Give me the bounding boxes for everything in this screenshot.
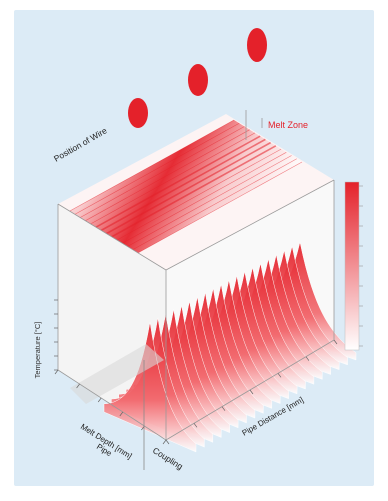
melt-zone-contours <box>67 119 303 255</box>
melt-zone-contour <box>88 132 256 226</box>
z-axis-tick <box>165 439 170 445</box>
melt-zone-contour <box>98 138 266 233</box>
melt-zone-contour <box>93 135 261 229</box>
z-axis-tick <box>249 389 254 395</box>
x-axis-tick <box>54 369 59 375</box>
z-axis-tick <box>333 339 338 345</box>
melt-zone-band <box>68 120 302 254</box>
melt-zone-contour <box>83 129 250 222</box>
melt-zone-contour <box>104 141 272 236</box>
z-axis-tick <box>221 406 226 411</box>
colorbar-scale <box>344 181 360 351</box>
melt-zone-contour <box>114 148 282 242</box>
colorbar-ticks <box>359 185 363 347</box>
melt-zone-contour <box>135 161 303 255</box>
wire-marker-1 <box>128 98 148 128</box>
melt-zone-markers <box>245 110 263 140</box>
melt-zone-contour <box>120 152 287 245</box>
melt-zone-contour <box>130 158 297 252</box>
melt-zone-contour <box>109 145 277 239</box>
y-axis-ticks <box>54 299 58 371</box>
wire-markers <box>128 28 267 128</box>
melt-zone-contour <box>73 122 240 216</box>
melt-zone-label: Melt Zone <box>268 120 308 130</box>
wire-marker-3 <box>247 28 267 62</box>
x-axis-tick <box>162 439 167 445</box>
temperature-surface <box>70 241 357 453</box>
z-axis-tick <box>277 373 282 378</box>
y-axis-title: Temperature [°C] <box>33 322 42 379</box>
z-axis-tick <box>193 423 198 428</box>
z-axis-ticks <box>165 339 338 445</box>
melt-zone-contour <box>125 155 292 248</box>
x-axis-tick <box>119 411 124 417</box>
melt-zone-contour <box>67 119 235 213</box>
melt-zone-contour <box>78 126 245 219</box>
wire-marker-2 <box>188 64 208 96</box>
z-axis-tick <box>305 356 310 361</box>
surface-ridge <box>103 321 197 453</box>
x-axis-tick <box>76 383 80 389</box>
x-axis-tick <box>97 397 102 403</box>
surface-floor-shade <box>70 344 164 404</box>
colorbar <box>344 181 363 351</box>
